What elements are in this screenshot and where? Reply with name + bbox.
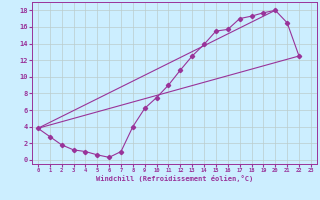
X-axis label: Windchill (Refroidissement éolien,°C): Windchill (Refroidissement éolien,°C) bbox=[96, 175, 253, 182]
